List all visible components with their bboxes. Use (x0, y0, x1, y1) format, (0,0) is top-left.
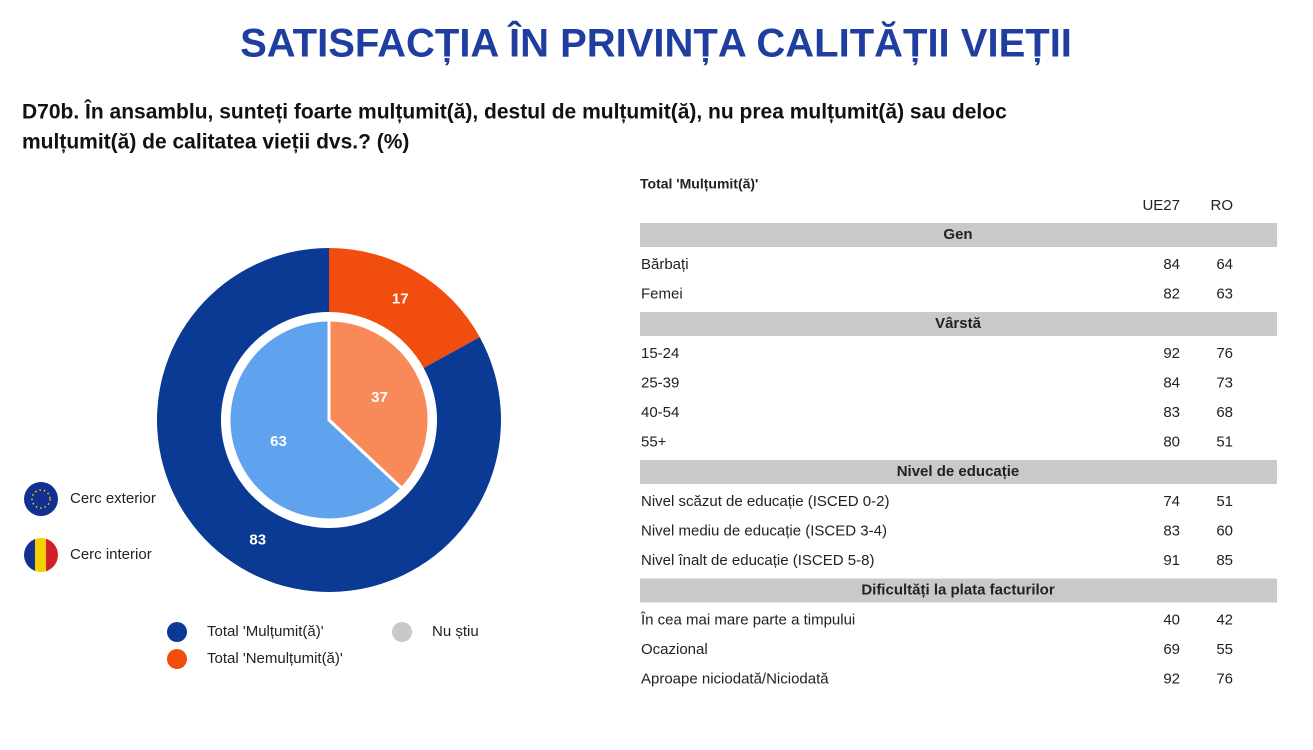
group-title: Vârstă (935, 315, 982, 332)
cell: 51 (1216, 433, 1233, 450)
row-label: 40-54 (641, 404, 679, 421)
cell: 83 (1163, 404, 1180, 421)
data-label: 63 (270, 433, 287, 450)
cell: 76 (1216, 670, 1233, 687)
ro-flag (24, 538, 58, 572)
cell: 68 (1216, 404, 1233, 421)
group-title: Gen (943, 226, 972, 243)
cell: 92 (1163, 345, 1180, 362)
group-bar (640, 312, 1277, 336)
donut-segment (157, 248, 501, 592)
group-bar (640, 578, 1277, 603)
row-label: Nivel scăzut de educație (ISCED 0-2) (641, 493, 889, 510)
cell: 83 (1163, 522, 1180, 539)
row-label: 25-39 (641, 374, 679, 391)
row-label: În cea mai mare parte a timpului (640, 611, 855, 628)
data-label: 37 (371, 389, 388, 406)
cell: 84 (1163, 374, 1180, 391)
donut-segment (327, 318, 431, 491)
cell: 80 (1163, 433, 1180, 450)
cell: 51 (1216, 493, 1233, 510)
group-bar (640, 460, 1277, 484)
question: mulțumit(ă) de calitatea vieții dvs.? (%… (22, 131, 409, 154)
cell: 55 (1216, 641, 1233, 658)
cell: 82 (1163, 285, 1180, 302)
row-label: Nivel mediu de educație (ISCED 3-4) (641, 522, 887, 539)
row-label: Femei (641, 285, 683, 302)
donut-segment (329, 248, 480, 368)
cell: 74 (1163, 493, 1180, 510)
question: D70b. În ansamblu, sunteți foarte mulțum… (22, 100, 1007, 124)
row-label: Bărbați (641, 256, 689, 273)
cell: 60 (1216, 522, 1233, 539)
row-label: Nivel înalt de educație (ISCED 5-8) (641, 552, 874, 569)
cell: 92 (1163, 670, 1180, 687)
legend-marker (167, 649, 187, 669)
row-label: Aproape niciodată/Niciodată (641, 670, 829, 687)
legend-marker (392, 622, 412, 642)
row-label: 15-24 (641, 345, 679, 362)
data-label: 17 (392, 290, 409, 307)
cell: 91 (1163, 552, 1180, 569)
legend-label: Total 'Mulțumit(ă)' (207, 623, 324, 640)
group-title: Nivel de educație (897, 463, 1020, 480)
column-header: RO (1211, 197, 1234, 214)
donut-segment (227, 318, 405, 522)
row-label: Ocazional (641, 641, 708, 658)
legend-label: Total 'Nemulțumit(ă)' (207, 650, 343, 667)
cell: 40 (1163, 611, 1180, 628)
legend-marker (167, 622, 187, 642)
group-bar (640, 223, 1277, 247)
cell: 42 (1216, 611, 1233, 628)
group-title: Dificultăți la plata facturilor (861, 581, 1055, 598)
legend-label: Nu știu (432, 623, 479, 640)
cell: 63 (1216, 285, 1233, 302)
cell: 69 (1163, 641, 1180, 658)
cell: 64 (1216, 256, 1233, 273)
cell: 85 (1216, 552, 1233, 569)
row-label: 55+ (641, 433, 667, 450)
page-title: SATISFACȚIA ÎN PRIVINȚA CALITĂȚII VIEȚII (240, 20, 1072, 66)
data-label: 83 (249, 531, 266, 548)
cell: 73 (1216, 374, 1233, 391)
legend-label: Cerc exterior (70, 490, 156, 507)
eu-flag (24, 482, 58, 516)
legend-label: Cerc interior (70, 546, 152, 563)
cell: 84 (1163, 256, 1180, 273)
cell: 76 (1216, 345, 1233, 362)
table-title: Total 'Mulțumit(ă)' (640, 176, 758, 192)
column-header: UE27 (1142, 197, 1180, 214)
